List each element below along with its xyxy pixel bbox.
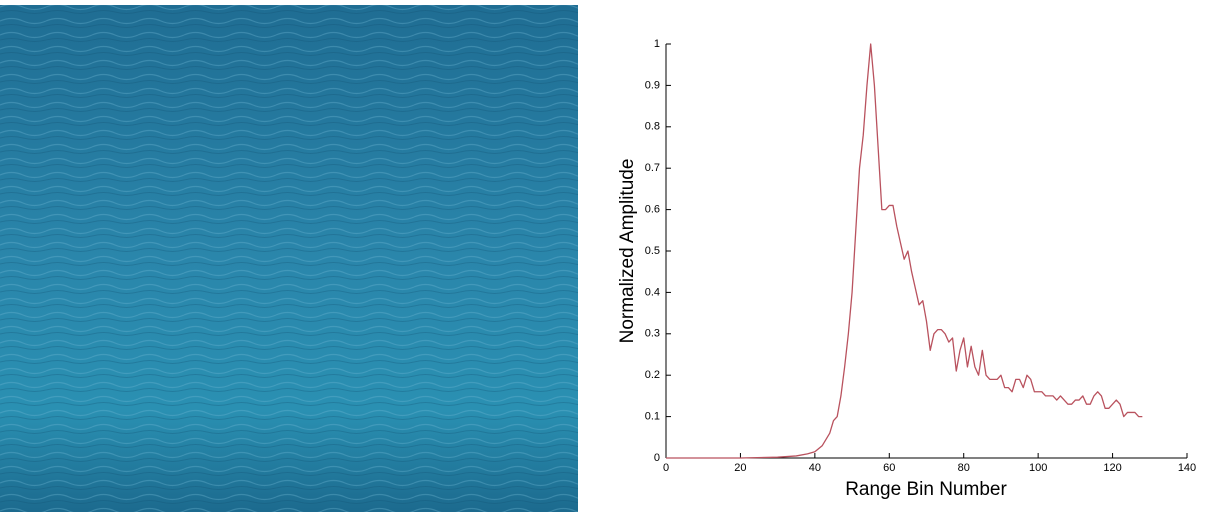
y-tick-label: 0.5 bbox=[645, 245, 660, 257]
chart: Range Bin Number Normalized Amplitude 0 2… bbox=[617, 38, 1196, 500]
y-tick-label: 0.8 bbox=[645, 121, 660, 133]
x-tick-label: 80 bbox=[958, 462, 970, 474]
x-axis-label: Range Bin Number bbox=[845, 479, 1007, 500]
y-tick-label: 0.1 bbox=[645, 411, 660, 423]
data-line bbox=[666, 43, 1143, 459]
y-tick-label: 0.7 bbox=[645, 162, 660, 174]
y-tick-label: 1 bbox=[654, 38, 660, 50]
y-tick-label: 0 bbox=[654, 452, 660, 464]
y-tick-label: 0.9 bbox=[645, 79, 660, 91]
y-tick-label: 0.2 bbox=[645, 369, 660, 381]
y-tick-label: 0.6 bbox=[645, 204, 660, 216]
photo-waves bbox=[0, 5, 578, 512]
ocean-photo bbox=[0, 5, 578, 512]
x-tick-label: 100 bbox=[1029, 462, 1047, 474]
y-tick-label: 0.4 bbox=[645, 286, 660, 298]
x-tick-label: 120 bbox=[1103, 462, 1121, 474]
y-tick-label: 0.3 bbox=[645, 328, 660, 340]
y-axis-label: Normalized Amplitude bbox=[617, 159, 638, 344]
x-tick-label: 40 bbox=[809, 462, 821, 474]
x-tick-label: 140 bbox=[1178, 462, 1196, 474]
x-tick-label: 20 bbox=[734, 462, 746, 474]
x-tick-label: 60 bbox=[883, 462, 895, 474]
x-tick-label: 0 bbox=[663, 462, 669, 474]
